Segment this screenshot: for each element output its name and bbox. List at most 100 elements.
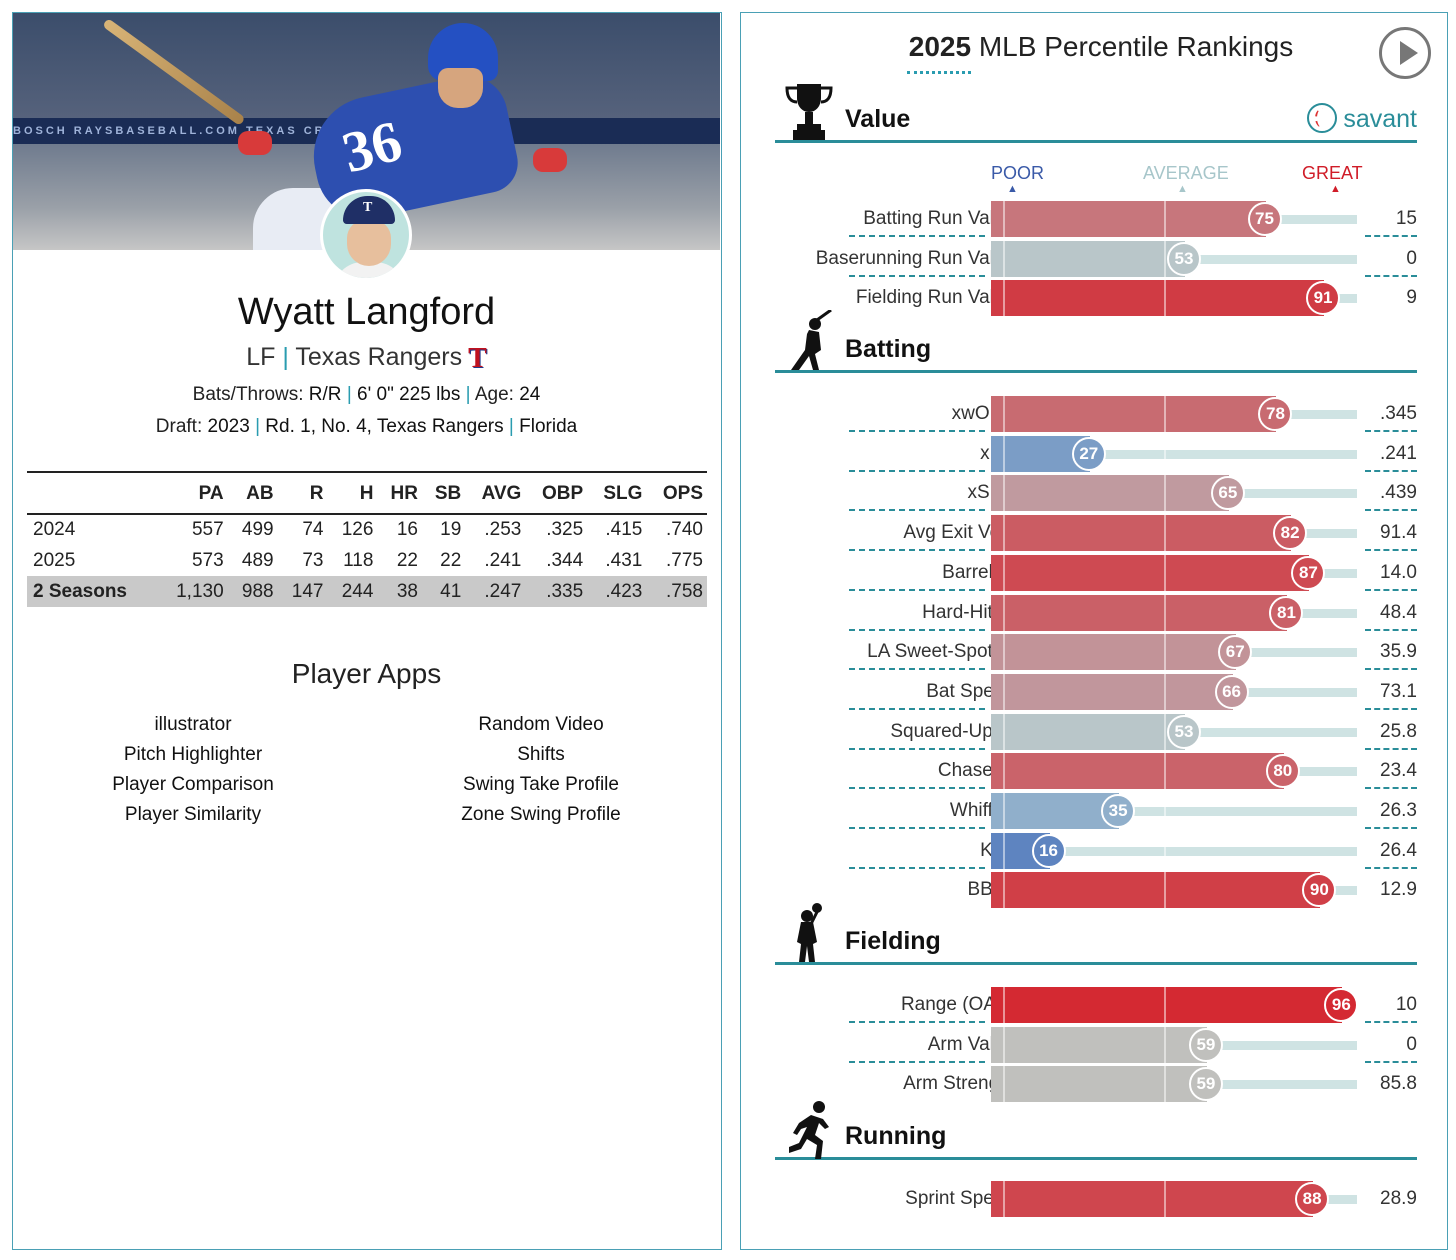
stats-season-label: 2025: [33, 549, 76, 571]
metric-label: Fielding Run Value: [855, 287, 1015, 309]
apps-list-right: Random Video Shifts Swing Take Profile Zone…: [441, 710, 641, 830]
metric-row[interactable]: Baserunning Run Value 53 0: [775, 240, 1425, 280]
metric-stat-value: 35.9: [1380, 641, 1417, 663]
col-r: R: [277, 471, 328, 515]
stats-cell: 988: [227, 576, 278, 607]
app-link[interactable]: illustrator: [154, 714, 232, 735]
col-ops: OPS: [646, 471, 707, 515]
stats-cell: 74: [302, 519, 324, 540]
stats-cell: .431: [605, 549, 643, 571]
app-link[interactable]: Zone Swing Profile: [461, 804, 621, 825]
percentile-bar: [991, 280, 1325, 317]
metric-stat-value: .439: [1380, 482, 1417, 504]
metric-stat-value: 25.8: [1380, 720, 1417, 742]
percentile-bar: [991, 673, 1233, 710]
col-sb: SB: [422, 471, 466, 515]
runner-icon: [783, 1097, 835, 1159]
play-icon[interactable]: [1379, 27, 1431, 79]
metric-label: Avg Exit Velo: [903, 522, 1015, 544]
metric-stat-value: 12.9: [1380, 879, 1417, 901]
app-link[interactable]: Random Video: [478, 714, 604, 735]
height-weight: 6' 0" 225 lbs: [357, 384, 461, 405]
section-title: Fielding: [845, 927, 941, 955]
metric-label: Arm Strength: [903, 1073, 1015, 1095]
stats-cell: .247: [465, 576, 526, 607]
stats-cell: 489: [241, 549, 274, 571]
player-team[interactable]: Texas Rangers: [295, 343, 463, 371]
percentile-bar: [991, 634, 1237, 671]
app-link[interactable]: Swing Take Profile: [463, 774, 619, 795]
app-link[interactable]: Player Comparison: [112, 774, 274, 795]
section-header-value: Value savant: [775, 84, 1417, 143]
draft-pick: Rd. 1, No. 4,: [265, 416, 372, 437]
metric-row[interactable]: Barrel % 87 14.0: [775, 554, 1425, 594]
stats-season-label: 2024: [33, 519, 76, 540]
metric-row[interactable]: Arm Strength 59 85.8: [775, 1066, 1425, 1105]
metric-row[interactable]: Arm Value 59 0: [775, 1026, 1425, 1066]
stats-header-row: PA AB R H HR SB AVG OBP SLG OPS: [27, 471, 707, 515]
scale-great: GREAT: [1302, 163, 1363, 183]
metric-stat-value: 91.4: [1380, 522, 1417, 544]
stats-cell: 22: [396, 549, 418, 571]
metric-row[interactable]: LA Sweet-Spot % 67 35.9: [775, 634, 1425, 673]
player-draft: Draft: 2023 | Rd. 1, No. 4, Texas Ranger…: [155, 416, 578, 437]
percentile-value: 96: [1324, 988, 1359, 1022]
stats-cell: 73: [302, 549, 324, 571]
metric-row[interactable]: Sprint Speed 88 28.9: [775, 1181, 1425, 1220]
rangers-logo-icon: T: [468, 343, 487, 374]
percentile-bar: [991, 515, 1292, 552]
metric-stat-value: 26.3: [1380, 800, 1417, 821]
metric-stat-value: 28.9: [1380, 1188, 1417, 1209]
metric-row[interactable]: Squared-Up % 53 25.8: [775, 713, 1425, 753]
col-avg: AVG: [465, 471, 526, 515]
draft-team: Texas Rangers: [376, 416, 504, 437]
stats-cell: 38: [377, 576, 422, 607]
metric-row[interactable]: Avg Exit Velo 82 91.4: [775, 515, 1425, 554]
metric-row[interactable]: Bat Speed 66 73.1: [775, 673, 1425, 713]
stats-cell: .740: [666, 519, 703, 540]
stats-cell: 22: [440, 549, 462, 571]
metric-row[interactable]: xSLG 65 .439: [775, 475, 1425, 514]
player-headshot-avatar: T: [320, 189, 412, 281]
percentile-value: 53: [1166, 241, 1201, 276]
percentile-value: 65: [1210, 476, 1245, 511]
percentile-bar: [991, 1181, 1314, 1217]
app-link[interactable]: Pitch Highlighter: [123, 744, 263, 765]
percentile-track: [991, 846, 1357, 856]
percentile-track: [991, 807, 1357, 816]
metric-row[interactable]: Fielding Run Value 91 9: [775, 280, 1425, 319]
metric-row[interactable]: Range (OAA) 96 10: [775, 987, 1425, 1026]
percentile-value: 27: [1071, 436, 1106, 471]
percentile-bar: [991, 240, 1185, 277]
percentile-bar: [991, 987, 1343, 1023]
metric-row[interactable]: BB % 90 12.9: [775, 872, 1425, 911]
percentile-value: 90: [1302, 873, 1337, 908]
metric-stat-value: 26.4: [1380, 839, 1417, 861]
metric-stat-value: 14.0: [1380, 561, 1417, 583]
player-bio: Bats/Throws: R/R | 6' 0" 225 lbs | Age: …: [192, 384, 541, 405]
stats-cell: 41: [422, 576, 466, 607]
stats-cell: 19: [440, 519, 462, 540]
percentile-value: 59: [1188, 1027, 1223, 1062]
stats-cell: .241: [484, 549, 522, 571]
stats-cell: 147: [277, 576, 328, 607]
stats-cell: .253: [484, 519, 522, 540]
metric-row[interactable]: Chase % 80 23.4: [775, 753, 1425, 792]
metric-row[interactable]: xwOBA 78 .345: [775, 396, 1425, 435]
percentile-value: 82: [1273, 516, 1308, 551]
app-link[interactable]: Player Similarity: [124, 804, 262, 825]
metric-row[interactable]: Batting Run Value 75 15: [775, 201, 1425, 240]
percentile-value: 78: [1258, 397, 1293, 431]
savant-link[interactable]: savant: [1307, 103, 1417, 134]
metric-row[interactable]: K % 16 26.4: [775, 832, 1425, 872]
bats-throws: R/R: [308, 384, 342, 405]
metric-row[interactable]: Whiff % 35 26.3: [775, 793, 1425, 832]
metric-label: Sprint Speed: [905, 1188, 1015, 1209]
scale-average: AVERAGE: [1143, 163, 1229, 183]
section-header-fielding: Fielding: [775, 903, 1417, 965]
app-link[interactable]: Shifts: [517, 744, 565, 765]
baseball-icon: [1307, 103, 1338, 133]
metric-row[interactable]: Hard-Hit % 81 48.4: [775, 594, 1425, 634]
percentile-value: 91: [1306, 281, 1341, 316]
metric-row[interactable]: xBA 27 .241: [775, 435, 1425, 475]
